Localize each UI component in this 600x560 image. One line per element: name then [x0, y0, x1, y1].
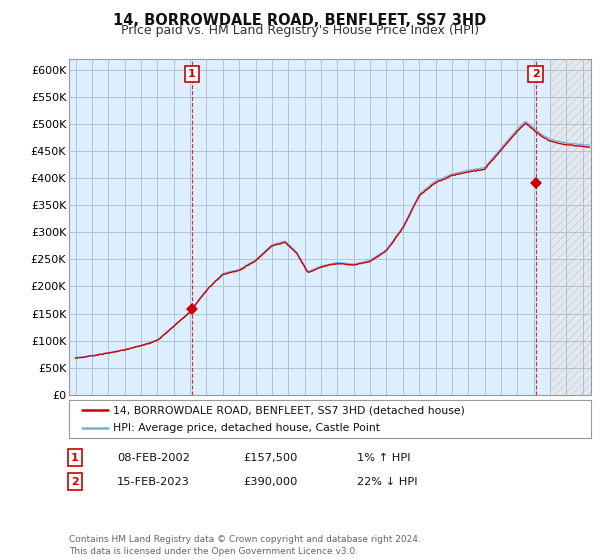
Text: 1: 1 [188, 69, 196, 79]
Text: 1% ↑ HPI: 1% ↑ HPI [357, 452, 410, 463]
Bar [550, 59, 591, 395]
Text: 2: 2 [71, 477, 79, 487]
Text: 08-FEB-2002: 08-FEB-2002 [117, 452, 190, 463]
Text: 14, BORROWDALE ROAD, BENFLEET, SS7 3HD: 14, BORROWDALE ROAD, BENFLEET, SS7 3HD [113, 13, 487, 29]
Text: 1: 1 [71, 452, 79, 463]
Text: 14, BORROWDALE ROAD, BENFLEET, SS7 3HD (detached house): 14, BORROWDALE ROAD, BENFLEET, SS7 3HD (… [113, 405, 465, 415]
Text: 22% ↓ HPI: 22% ↓ HPI [357, 477, 418, 487]
Text: Price paid vs. HM Land Registry's House Price Index (HPI): Price paid vs. HM Land Registry's House … [121, 24, 479, 37]
Text: 2: 2 [532, 69, 539, 79]
Text: 15-FEB-2023: 15-FEB-2023 [117, 477, 190, 487]
Text: Contains HM Land Registry data © Crown copyright and database right 2024.
This d: Contains HM Land Registry data © Crown c… [69, 535, 421, 556]
Text: £157,500: £157,500 [243, 452, 298, 463]
Text: HPI: Average price, detached house, Castle Point: HPI: Average price, detached house, Cast… [113, 423, 380, 433]
Text: £390,000: £390,000 [243, 477, 298, 487]
